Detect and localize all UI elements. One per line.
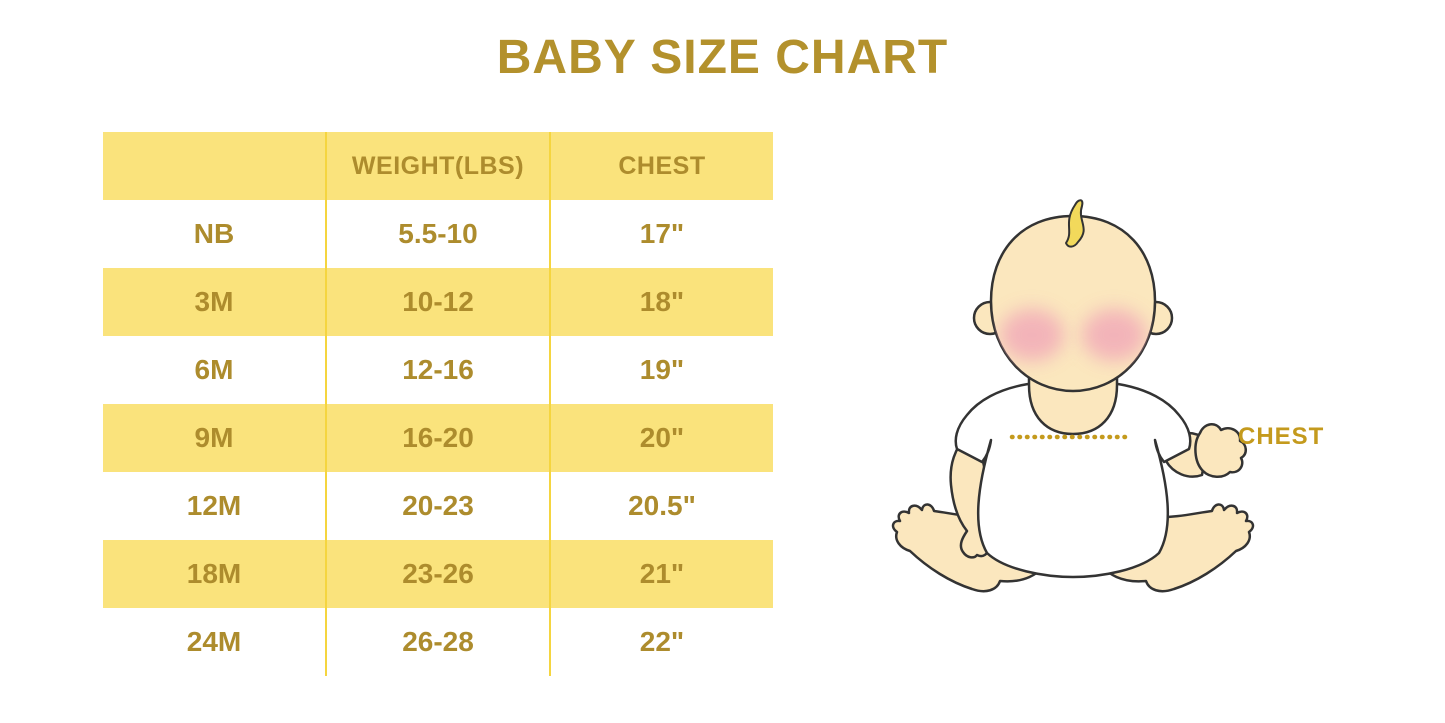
cell-size: 6M <box>194 354 234 385</box>
cell-chest: 20.5" <box>549 472 773 540</box>
page-title: BABY SIZE CHART <box>496 31 949 84</box>
cell-chest: 19" <box>549 336 773 404</box>
cell-weight: 16-20 <box>325 404 549 472</box>
baby-shirt <box>954 378 1192 579</box>
table-row-3m: 3M 10-12 18" <box>103 268 773 336</box>
cell-chest: 18" <box>549 268 773 336</box>
baby-hair-tuft <box>1065 199 1085 248</box>
table-row-12m: 12M 20-23 20.5" <box>103 472 773 540</box>
table-row-24m: 24M 26-28 22" <box>103 608 773 676</box>
cell-size: 9M <box>194 422 234 453</box>
header-cell-weight: WEIGHT(LBS) <box>325 132 549 200</box>
cell-chest: 21" <box>549 540 773 608</box>
table-header-row: WEIGHT(LBS) CHEST <box>103 132 773 200</box>
chest-measure-label: CHEST <box>1238 423 1325 450</box>
baby-right-cheek <box>1082 309 1146 361</box>
cell-weight: 23-26 <box>325 540 549 608</box>
baby-figure: CHEST <box>870 185 1340 615</box>
baby-illustration <box>891 199 1255 593</box>
cell-size: 24M <box>186 626 242 657</box>
cell-size: 3M <box>194 286 234 317</box>
baby-right-fist <box>1194 423 1247 478</box>
cell-size: 18M <box>186 558 242 589</box>
table-row-nb: NB 5.5-10 17" <box>103 200 773 268</box>
cell-weight: 10-12 <box>325 268 549 336</box>
cell-chest: 22" <box>549 608 773 676</box>
cell-size: NB <box>193 218 235 249</box>
cell-weight: 12-16 <box>325 336 549 404</box>
table-row-6m: 6M 12-16 19" <box>103 336 773 404</box>
cell-weight: 5.5-10 <box>325 200 549 268</box>
table-row-18m: 18M 23-26 21" <box>103 540 773 608</box>
size-table: WEIGHT(LBS) CHEST NB 5.5-10 17" 3M 10-12… <box>103 132 773 676</box>
table-row-9m: 9M 16-20 20" <box>103 404 773 472</box>
header-cell-chest: CHEST <box>549 132 773 200</box>
cell-weight: 26-28 <box>325 608 549 676</box>
header-cell-size <box>103 132 325 200</box>
baby-left-cheek <box>1000 309 1064 361</box>
cell-weight: 20-23 <box>325 472 549 540</box>
cell-size: 12M <box>186 490 242 521</box>
cell-chest: 17" <box>549 200 773 268</box>
cell-chest: 20" <box>549 404 773 472</box>
